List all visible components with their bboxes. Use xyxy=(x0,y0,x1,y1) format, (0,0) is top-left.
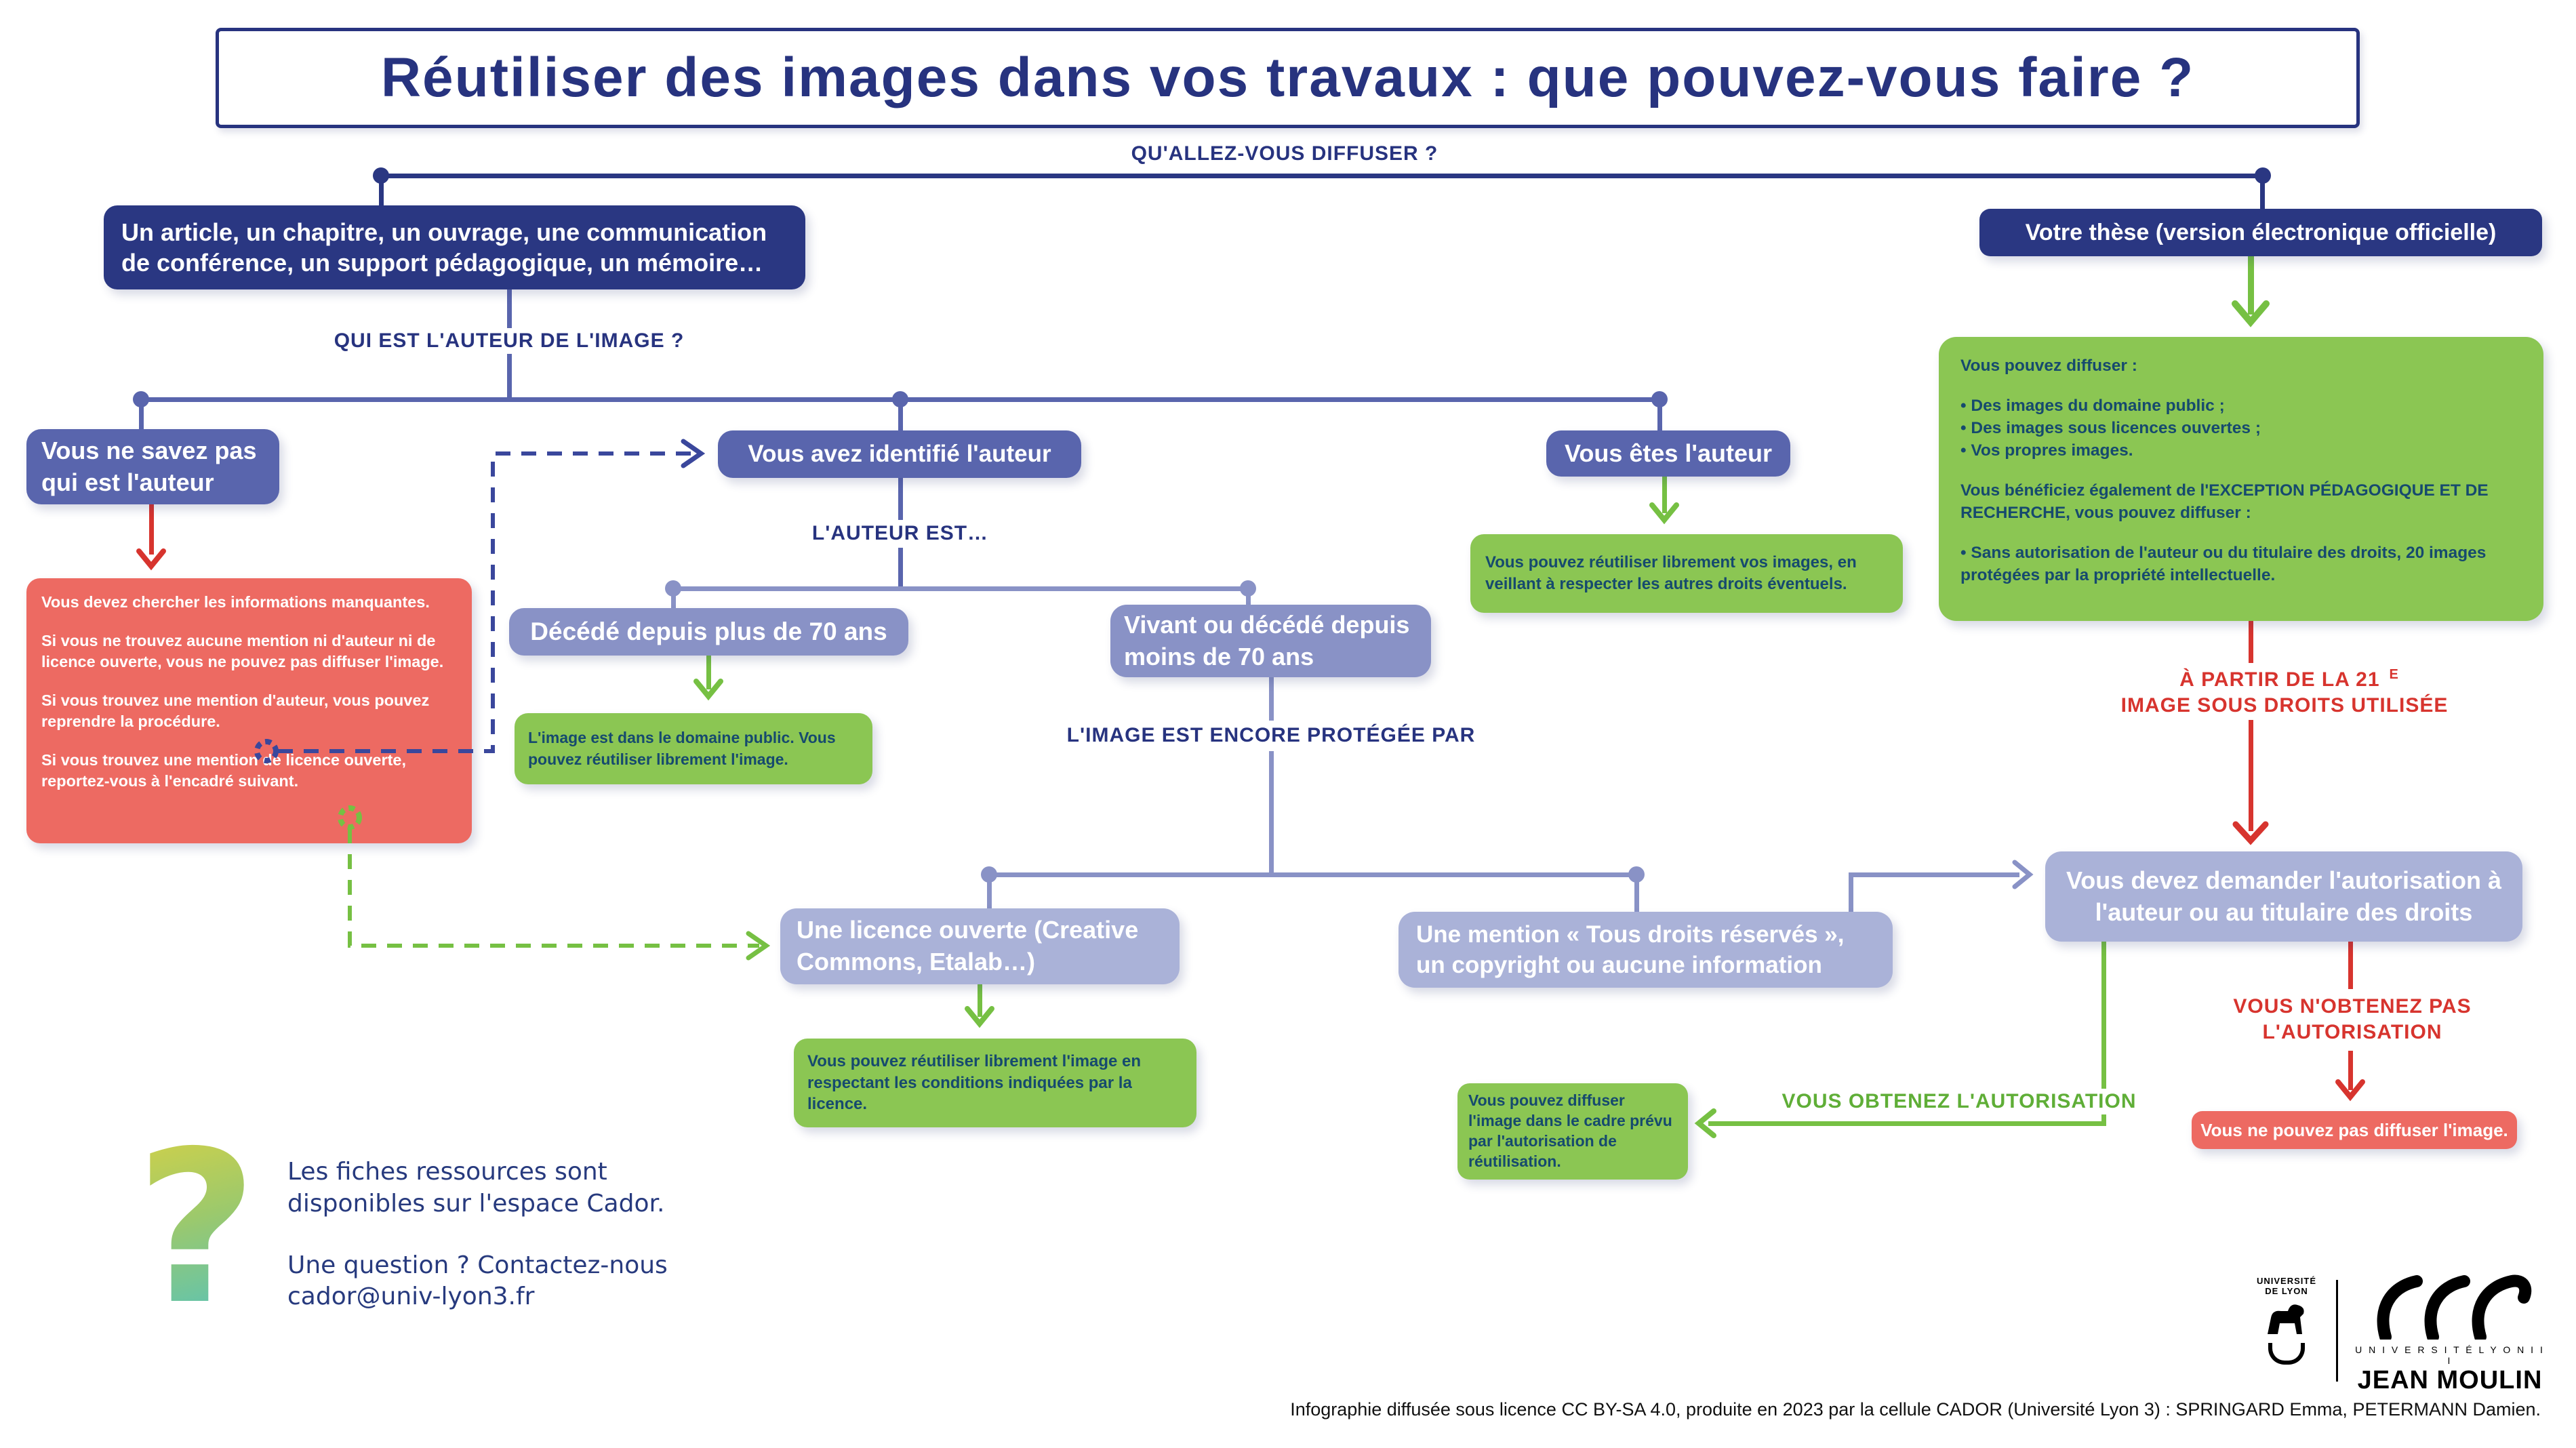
connector xyxy=(898,478,903,520)
node-you-are-author: Vous êtes l'auteur xyxy=(1546,430,1790,477)
u-arc-icon xyxy=(2268,1343,2305,1365)
connector xyxy=(1246,588,1251,607)
node-article-branch: Un article, un chapitre, un ouvrage, une… xyxy=(104,205,805,289)
arrow-red-line xyxy=(2249,698,2253,831)
label-no-authorization: VOUS N'OBTENEZ PAS L'AUTORISATION xyxy=(2149,992,2556,1046)
connector xyxy=(987,872,1638,877)
connector xyxy=(898,399,903,433)
connector xyxy=(987,874,992,910)
lion-icon xyxy=(2268,1304,2304,1334)
arrowhead-right-green xyxy=(746,931,771,961)
connector xyxy=(139,399,144,431)
connector xyxy=(1849,874,1853,914)
node-missing-info: Vous devez chercher les informations man… xyxy=(26,578,472,843)
node-can-diffuse-authorized: Vous pouvez diffuser l'image dans le cad… xyxy=(1457,1083,1688,1180)
connector xyxy=(1634,874,1639,913)
connector xyxy=(1849,872,2019,877)
node-thesis-rules: Vous pouvez diffuser : • Des images du d… xyxy=(1939,337,2543,621)
connector xyxy=(1269,677,1274,721)
node-alive-under-70: Vivant ou décédé depuis moins de 70 ans xyxy=(1110,605,1431,677)
connector xyxy=(1657,399,1662,433)
arrow-green-line xyxy=(1708,1121,2106,1126)
question-what-diffuse: QU'ALLEZ-VOUS DIFFUSER ? xyxy=(1013,141,1556,167)
page-title-frame: Réutiliser des images dans vos travaux :… xyxy=(216,28,2360,128)
arrow-red-line xyxy=(2348,942,2353,989)
label-authorization-granted: VOUS OBTENEZ L'AUTORISATION xyxy=(1756,1089,2162,1114)
arrow-red-line xyxy=(2249,621,2253,663)
connector xyxy=(1269,751,1274,874)
connector xyxy=(671,588,676,610)
connector-top xyxy=(381,174,2263,178)
node-cannot-diffuse: Vous ne pouvez pas diffuser l'image. xyxy=(2192,1111,2517,1149)
arrow-red-line xyxy=(149,504,154,555)
universite-de-lyon-logo: UNIVERSITÉ DE LYON xyxy=(2249,1276,2324,1365)
page-title: Réutiliser des images dans vos travaux :… xyxy=(380,47,2195,108)
dashed-connector-green xyxy=(348,828,759,948)
node-dead-over-70: Décédé depuis plus de 70 ans xyxy=(509,608,908,656)
question-mark-icon: ? xyxy=(136,1106,258,1351)
credit-line: Infographie diffusée sous licence CC BY-… xyxy=(1290,1399,2541,1420)
node-public-domain-result: L'image est dans le domaine public. Vous… xyxy=(515,713,872,784)
node-licence-result: Vous pouvez réutiliser librement l'image… xyxy=(794,1039,1196,1127)
node-thesis-branch: Votre thèse (version électronique offici… xyxy=(1979,209,2542,256)
arrowhead-right-navy xyxy=(681,439,706,468)
question-author-is: L'AUTEUR EST… xyxy=(731,521,1070,546)
node-own-images-result: Vous pouvez réutiliser librement vos ima… xyxy=(1470,534,1903,613)
jean-moulin-mark-icon xyxy=(2377,1274,2532,1343)
contact-email[interactable]: cador@univ-lyon3.fr xyxy=(287,1283,535,1311)
connector xyxy=(898,548,903,588)
arrow-green-line xyxy=(1662,477,1667,513)
question-still-protected: L'IMAGE EST ENCORE PROTÉGÉE PAR xyxy=(1034,723,1508,748)
question-who-author: QUI EST L'AUTEUR DE L'IMAGE ? xyxy=(306,328,712,354)
node-unknown-author: Vous ne savez pas qui est l'auteur xyxy=(26,429,279,504)
logo-divider xyxy=(2336,1280,2338,1382)
connector xyxy=(2260,176,2265,212)
arrow-green-line xyxy=(2248,256,2254,315)
arrow-red-line xyxy=(2348,1051,2353,1090)
arrow-green-line xyxy=(2101,942,2106,1126)
arrow-green-line xyxy=(978,984,982,1017)
arrow-green-line xyxy=(706,656,711,689)
node-ask-authorization: Vous devez demander l'autorisation à l'a… xyxy=(2045,851,2522,942)
node-open-licence: Une licence ouverte (Creative Commons, E… xyxy=(780,908,1180,984)
connector xyxy=(671,586,1251,591)
node-all-rights-reserved: Une mention « Tous droits réservés », un… xyxy=(1398,912,1893,988)
node-identified-author: Vous avez identifié l'auteur xyxy=(718,430,1081,478)
jean-moulin-logo: U N I V E R S I T É L Y O N I I I JEAN M… xyxy=(2355,1274,2545,1395)
label-from-21st-image: À PARTIR DE LA 21 E IMAGE SOUS DROITS UTI… xyxy=(2013,666,2556,720)
help-text: Les fiches ressources sont disponibles s… xyxy=(287,1157,721,1313)
connector xyxy=(379,176,384,208)
